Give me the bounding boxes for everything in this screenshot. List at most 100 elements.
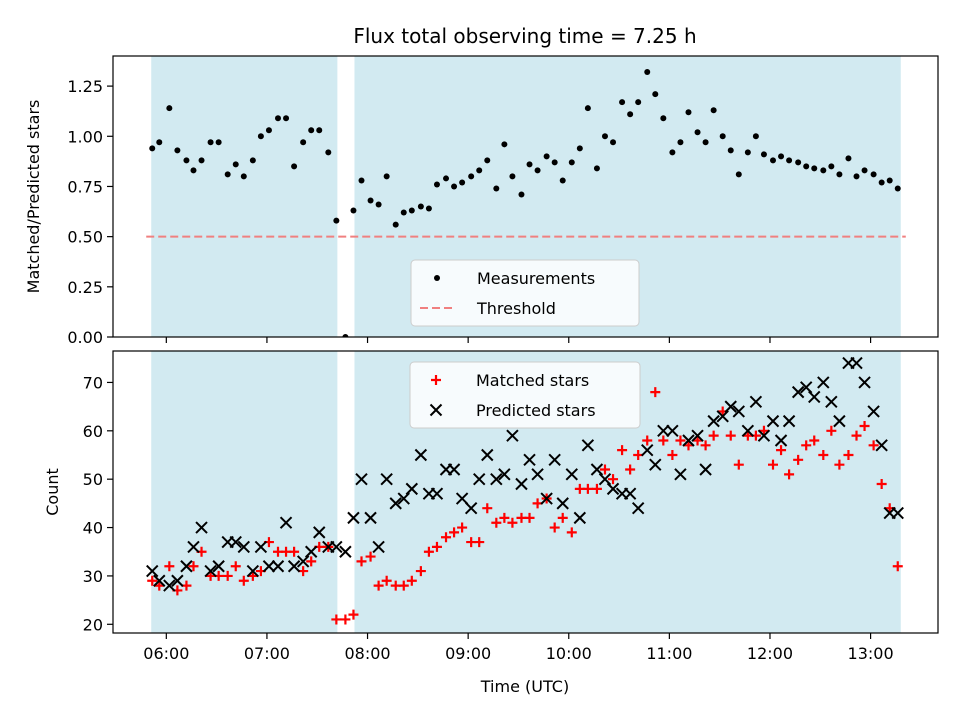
data-point-measurement	[786, 157, 793, 164]
x-tick-label: 06:00	[143, 644, 189, 663]
data-point-measurement	[619, 99, 626, 106]
data-point-matched	[491, 517, 502, 528]
y-tick-label: 70	[83, 373, 103, 392]
data-point-matched	[582, 483, 593, 494]
y-tick-label: 0.00	[67, 328, 103, 347]
data-point-measurement	[894, 185, 901, 192]
data-point-matched	[441, 532, 452, 543]
data-point-measurement	[249, 157, 256, 164]
data-point-measurement	[652, 91, 659, 98]
data-point-matched	[406, 575, 417, 586]
data-point-matched	[507, 517, 518, 528]
data-point-measurement	[443, 175, 450, 182]
data-point-measurement	[198, 157, 205, 164]
y-tick-label: 0.50	[67, 228, 103, 247]
data-point-matched	[859, 420, 870, 431]
data-point-measurement	[828, 163, 835, 170]
data-point-matched	[474, 537, 485, 548]
data-point-measurement	[283, 115, 290, 122]
data-point-predicted	[540, 492, 553, 505]
data-point-predicted	[531, 468, 544, 481]
data-point-predicted	[430, 487, 444, 500]
data-point-measurement	[719, 133, 726, 140]
data-point-predicted	[724, 400, 737, 413]
data-point-matched	[431, 541, 442, 552]
data-point-measurement	[820, 167, 827, 174]
data-point-matched	[700, 440, 711, 451]
data-point-measurement	[484, 157, 491, 164]
data-point-matched	[164, 561, 175, 572]
data-point-measurement	[660, 115, 667, 122]
data-point-measurement	[752, 133, 759, 140]
x-tick-label: 07:00	[244, 644, 290, 663]
data-point-matched	[499, 512, 510, 523]
data-point-predicted	[707, 414, 720, 428]
data-point-matched	[289, 546, 300, 557]
data-point-predicted	[565, 468, 578, 481]
data-point-measurement	[183, 157, 190, 164]
data-point-predicted	[313, 526, 326, 539]
y-axis-label: Count	[43, 468, 62, 516]
data-point-predicted	[498, 468, 511, 481]
data-point-predicted	[414, 448, 428, 462]
data-point-predicted	[556, 497, 569, 510]
data-point-predicted	[271, 560, 285, 573]
data-point-predicted	[180, 560, 193, 573]
data-point-measurement	[383, 173, 390, 180]
y-tick-label: 30	[83, 567, 103, 586]
data-point-predicted	[464, 501, 478, 515]
data-point-predicted	[254, 540, 268, 554]
data-point-measurement	[300, 139, 307, 146]
data-point-measurement	[694, 129, 701, 136]
data-point-measurement	[811, 165, 818, 172]
data-point-measurement	[870, 171, 877, 178]
data-point-measurement	[367, 197, 374, 204]
data-point-matched	[599, 464, 610, 475]
data-point-matched	[892, 561, 903, 572]
data-point-predicted	[682, 434, 695, 447]
data-point-matched	[733, 459, 744, 470]
data-point-measurement	[518, 191, 525, 198]
data-point-measurement	[702, 139, 709, 146]
data-point-measurement	[543, 153, 550, 160]
data-point-matched	[692, 435, 703, 446]
data-point-predicted	[262, 560, 276, 573]
data-point-predicted	[699, 463, 712, 476]
data-point-predicted	[146, 564, 159, 578]
data-point-measurement	[601, 133, 608, 140]
x-tick-label: 10:00	[546, 644, 592, 663]
data-point-measurement	[358, 177, 365, 184]
y-tick-label: 1.00	[67, 127, 103, 146]
data-point-measurement	[568, 159, 575, 166]
data-point-predicted	[817, 376, 830, 389]
data-point-measurement	[677, 139, 684, 146]
x-tick-label: 09:00	[445, 644, 491, 663]
y-tick-label: 60	[83, 422, 103, 441]
data-point-measurement	[845, 155, 852, 162]
data-point-matched	[373, 580, 384, 591]
legend-box	[409, 361, 641, 429]
data-point-measurement	[215, 139, 222, 146]
data-point-matched	[650, 387, 661, 398]
data-point-matched	[784, 469, 795, 480]
data-point-matched	[482, 503, 493, 514]
data-point-measurement	[627, 111, 634, 118]
data-point-matched	[356, 556, 367, 567]
data-point-predicted	[774, 434, 788, 447]
data-point-predicted	[757, 429, 771, 442]
data-point-matched	[365, 551, 376, 562]
data-point-measurement	[551, 159, 558, 166]
data-point-predicted	[339, 545, 352, 558]
data-point-matched	[457, 522, 468, 533]
data-point-matched	[642, 435, 653, 446]
data-point-matched	[188, 561, 199, 572]
x-tick-label: 11:00	[646, 644, 692, 663]
data-point-measurement	[240, 173, 247, 180]
data-point-measurement	[878, 179, 885, 186]
data-point-matched	[667, 449, 678, 460]
data-point-matched	[423, 546, 434, 557]
data-point-predicted	[716, 410, 729, 423]
data-point-predicted	[791, 385, 805, 399]
data-point-matched	[147, 575, 158, 586]
data-point-predicted	[749, 395, 763, 408]
